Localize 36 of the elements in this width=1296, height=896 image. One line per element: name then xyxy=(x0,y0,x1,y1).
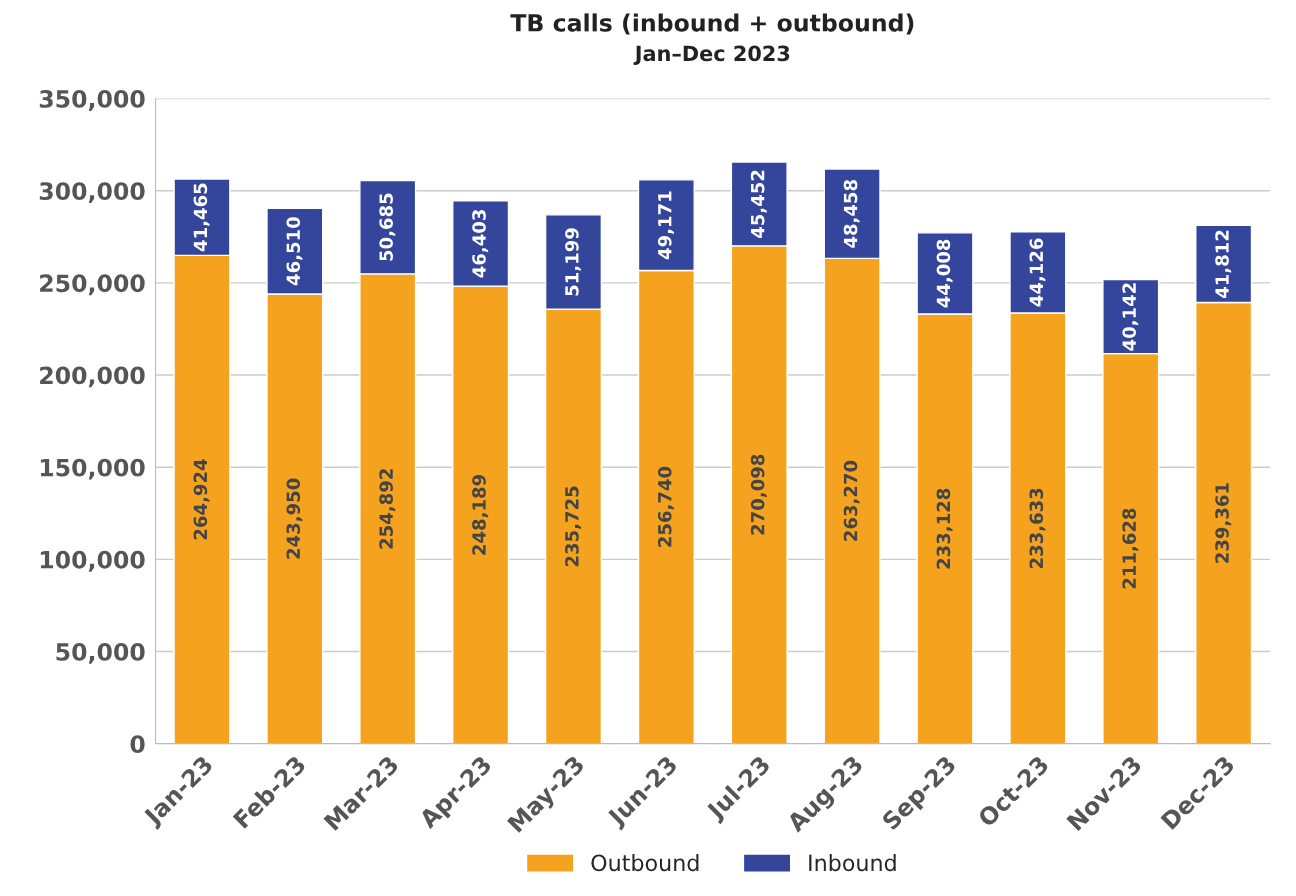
y-tick-label: 50,000 xyxy=(56,642,145,664)
y-tick-label: 200,000 xyxy=(40,366,145,388)
data-label: 248,189 xyxy=(472,474,489,555)
data-label: 233,633 xyxy=(1029,488,1046,569)
data-label: 233,128 xyxy=(936,488,953,569)
legend-label: Outbound xyxy=(591,854,699,872)
legend-label: Inbound xyxy=(809,854,896,872)
data-label: 51,199 xyxy=(565,228,582,296)
data-label: 41,812 xyxy=(1215,230,1232,298)
chart-title: TB calls (inbound + outbound) xyxy=(510,13,914,35)
y-tick-label: 300,000 xyxy=(39,182,145,204)
data-label: 46,510 xyxy=(286,217,303,286)
data-label: 46,403 xyxy=(472,210,489,278)
data-label: 49,171 xyxy=(657,191,674,260)
data-label: 48,458 xyxy=(843,180,860,248)
data-label: 44,126 xyxy=(1029,238,1046,307)
y-tick-label: 250,000 xyxy=(40,274,145,296)
data-label: 40,142 xyxy=(1122,283,1139,351)
y-tick-label: 350,000 xyxy=(39,90,145,111)
data-label: 50,685 xyxy=(379,193,396,261)
y-tick-label: 150,000 xyxy=(40,458,145,480)
data-label: 256,740 xyxy=(657,466,674,547)
data-label: 235,725 xyxy=(565,486,582,567)
y-tick-label: 100,000 xyxy=(40,550,145,572)
data-label: 239,361 xyxy=(1215,483,1232,563)
data-label: 41,465 xyxy=(193,183,210,252)
data-label: 44,008 xyxy=(936,239,953,308)
data-label: 45,452 xyxy=(750,170,767,238)
data-label: 270,098 xyxy=(750,454,767,535)
data-label: 254,892 xyxy=(379,469,396,549)
data-label: 243,950 xyxy=(286,478,303,559)
data-label: 211,628 xyxy=(1122,508,1139,589)
data-label: 263,270 xyxy=(843,460,860,541)
data-label: 264,924 xyxy=(193,459,210,540)
chart-subtitle: Jan–Dec 2023 xyxy=(633,45,790,66)
y-tick-label: 0 xyxy=(130,735,145,753)
